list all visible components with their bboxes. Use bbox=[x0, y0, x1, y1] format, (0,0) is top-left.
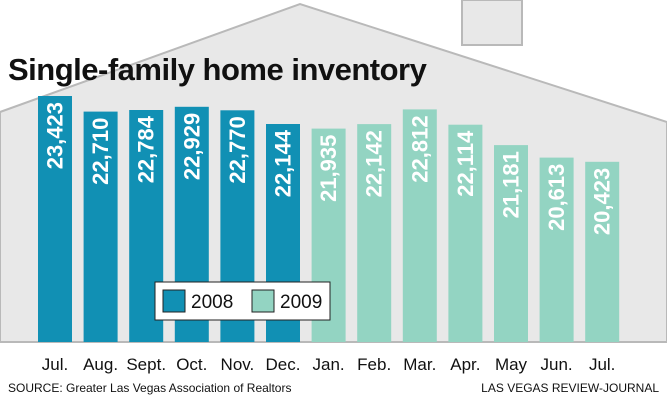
x-tick-label: Dec. bbox=[266, 355, 301, 374]
x-tick-label: Aug. bbox=[83, 355, 118, 374]
bar-value-label: 22,929 bbox=[179, 113, 204, 180]
bar-jul-2009 bbox=[585, 161, 620, 342]
bar-jun-2009 bbox=[539, 157, 574, 342]
bar-value-label: 21,935 bbox=[316, 135, 341, 202]
bar-value-label: 22,710 bbox=[88, 118, 113, 185]
x-tick-label: May bbox=[495, 355, 528, 374]
bar-may-2009 bbox=[494, 145, 528, 342]
legend-label-2009: 2009 bbox=[280, 292, 322, 313]
bar-aug-2008 bbox=[83, 111, 118, 342]
legend-swatch-2009 bbox=[251, 289, 275, 313]
bar-apr-2009 bbox=[448, 124, 483, 342]
legend-box bbox=[154, 281, 331, 321]
x-tick-label: Jul. bbox=[42, 355, 68, 374]
legend: 2008 2009 bbox=[154, 281, 331, 321]
source-note: SOURCE: Greater Las Vegas Association of… bbox=[8, 381, 291, 395]
bar-value-label: 22,784 bbox=[134, 115, 159, 183]
chart-title: Single-family home inventory bbox=[8, 52, 428, 87]
bar-value-label: 22,142 bbox=[362, 130, 387, 197]
x-axis-ticks: Jul. Aug. Sept. Oct. Nov. Dec. Jan. Feb. Mar. Apr… bbox=[42, 355, 616, 374]
x-tick-label: Nov. bbox=[221, 355, 255, 374]
bar-value-label: 22,770 bbox=[225, 116, 250, 183]
bar-value-label: 22,144 bbox=[271, 129, 296, 197]
bar-value-label: 20,613 bbox=[544, 164, 569, 231]
bar-value-label: 22,812 bbox=[407, 115, 432, 182]
bar-value-label: 23,423 bbox=[43, 102, 68, 169]
x-tick-label: Jan. bbox=[313, 355, 345, 374]
legend-label-2008: 2008 bbox=[191, 292, 233, 313]
bar-feb-2009 bbox=[357, 124, 392, 342]
credit-note: LAS VEGAS REVIEW-JOURNAL bbox=[481, 381, 659, 395]
x-tick-label: Apr. bbox=[450, 355, 480, 374]
house-chimney bbox=[461, 0, 523, 46]
bar-jul-2008 bbox=[38, 96, 72, 342]
bar-mar-2009 bbox=[402, 109, 437, 343]
x-tick-label: Jul. bbox=[589, 355, 615, 374]
x-tick-label: Oct. bbox=[176, 355, 207, 374]
bar-value-label: 22,114 bbox=[453, 130, 478, 197]
x-tick-label: Feb. bbox=[357, 355, 391, 374]
bar-value-label: 21,181 bbox=[499, 151, 524, 218]
x-tick-label: Mar. bbox=[403, 355, 436, 374]
bar-value-label: 20,423 bbox=[590, 168, 615, 235]
x-tick-label: Sept. bbox=[126, 355, 166, 374]
legend-swatch-2008 bbox=[162, 289, 186, 313]
x-tick-label: Jun. bbox=[541, 355, 573, 374]
